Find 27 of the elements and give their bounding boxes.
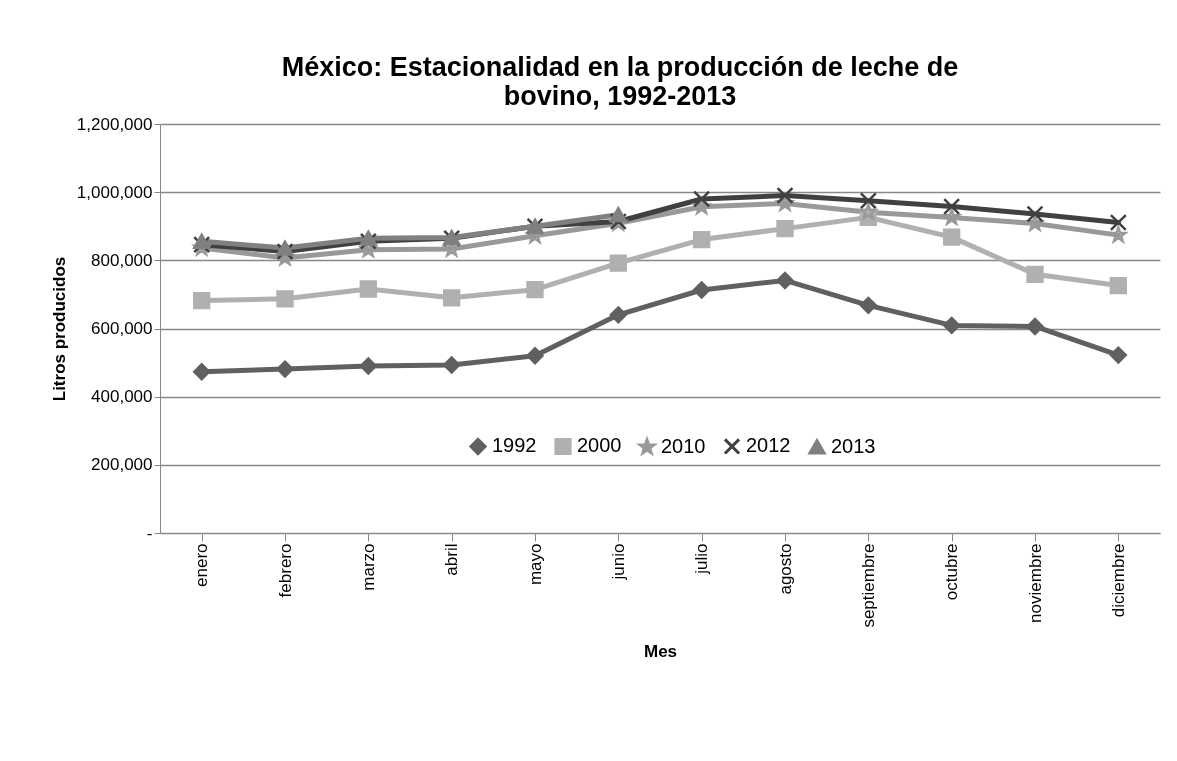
x-tick-label: marzo — [358, 543, 378, 591]
y-tick-label: 800,000 — [91, 250, 153, 270]
x-tick-label: enero — [192, 543, 212, 587]
y-tick-label: 200,000 — [91, 455, 153, 475]
x-tick-label: octubre — [942, 543, 962, 601]
x-tick-label: agosto — [775, 543, 795, 595]
x-tick-label: noviembre — [1025, 543, 1045, 623]
y-tick-label: 600,000 — [91, 319, 153, 338]
legend-label: 2000 — [577, 434, 622, 457]
y-tick-label: 400,000 — [91, 387, 153, 407]
y-tick-label: 1,000,000 — [76, 182, 153, 202]
y-axis-title: Litros producidos — [49, 256, 69, 402]
chart-title: México: Estacionalidad en la producción de leche de bovino, 1992-2013 — [281, 52, 959, 111]
x-tick-label: febrero — [275, 543, 295, 598]
x-tick-label: septiembre — [858, 543, 878, 628]
x-tick-label: junio — [608, 543, 628, 581]
legend-label: 2010 — [661, 435, 706, 458]
x-tick-label: julio — [692, 543, 712, 575]
y-tick-label: - — [146, 523, 153, 543]
x-axis-title: Mes — [643, 641, 678, 661]
legend-label: 2012 — [746, 434, 791, 457]
legend-label: 2013 — [831, 434, 876, 457]
legend-label: 1992 — [492, 434, 537, 457]
y-tick-label: 1,200,000 — [76, 114, 153, 134]
x-tick-label: mayo — [525, 543, 545, 586]
x-tick-label: abril — [442, 543, 462, 576]
x-tick-label: diciembre — [1108, 543, 1128, 618]
